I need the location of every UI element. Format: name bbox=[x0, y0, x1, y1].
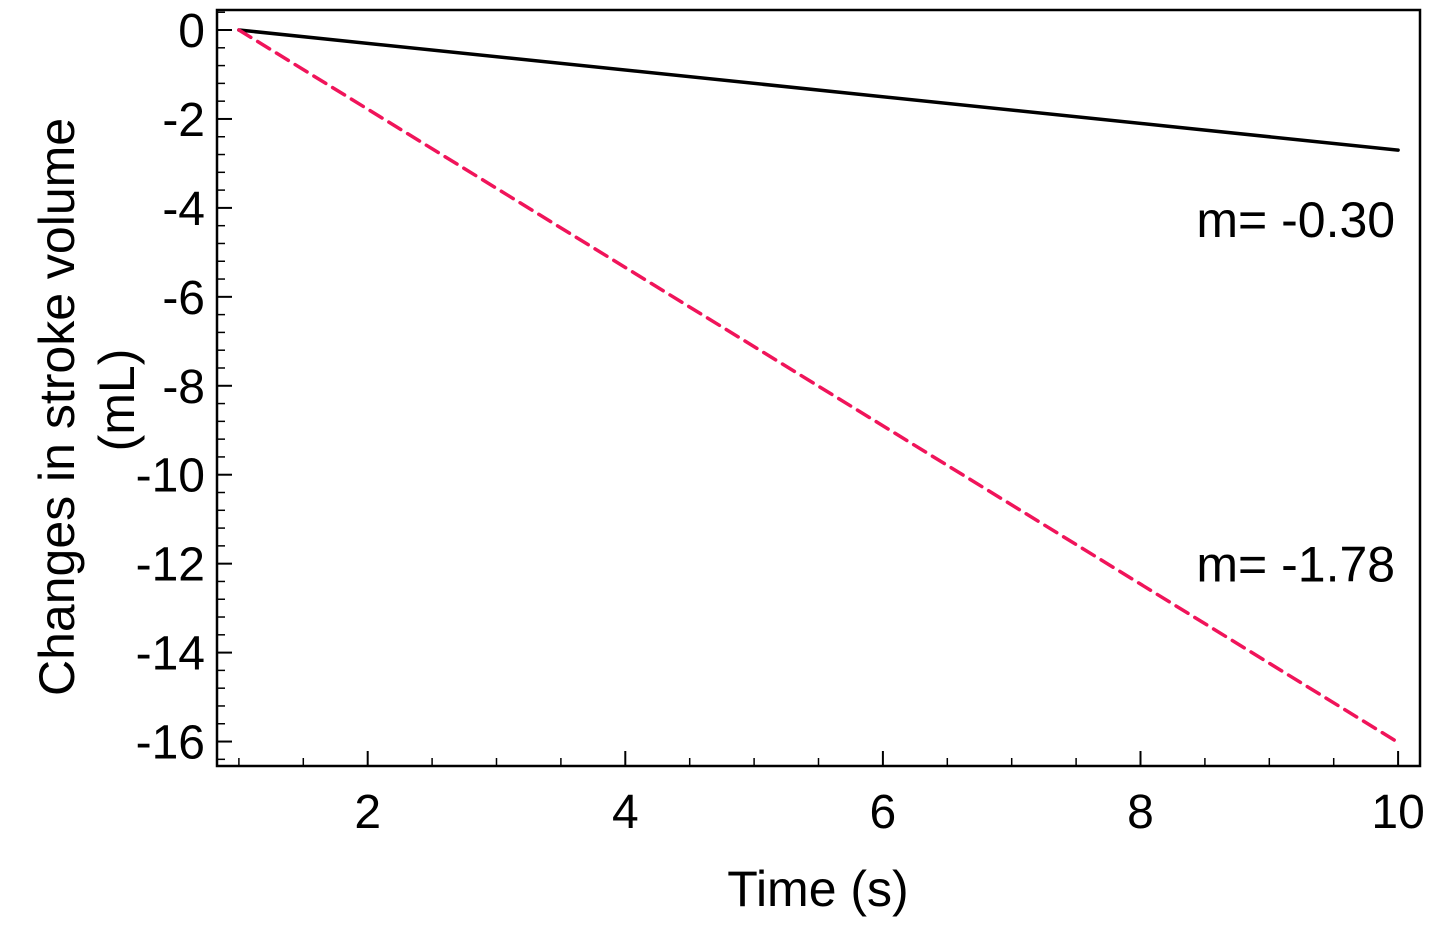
series-line-2 bbox=[237, 28, 1400, 745]
x-tick-label: 2 bbox=[354, 786, 381, 839]
x-axis-title: Time (s) bbox=[727, 861, 908, 917]
slope-annotation-2: m= -1.78 bbox=[1196, 537, 1395, 593]
y-tick-label: -4 bbox=[162, 183, 205, 236]
x-tick-label: 10 bbox=[1371, 786, 1424, 839]
y-axis-title-line-2: (mL) bbox=[89, 349, 145, 452]
slope-annotations: m= -0.30 m= -1.78 bbox=[1196, 192, 1395, 593]
y-tick-label: 0 bbox=[178, 5, 205, 58]
slope-annotation-1: m= -0.30 bbox=[1196, 192, 1395, 248]
y-tick-label: -12 bbox=[136, 539, 205, 592]
y-axis-title-line-1: Changes in stroke volume bbox=[29, 118, 85, 696]
y-axis-title: Changes in stroke volume (mL) bbox=[29, 104, 145, 696]
tick-labels: 2 4 6 8 10 0 -2 -4 -6 -8 -10 -12 -14 -16 bbox=[136, 5, 1425, 839]
y-tick-label: -8 bbox=[162, 361, 205, 414]
plot-frame bbox=[215, 8, 1422, 768]
x-tick-label: 8 bbox=[1127, 786, 1154, 839]
x-tick-label: 6 bbox=[870, 786, 897, 839]
y-tick-label: -16 bbox=[136, 717, 205, 770]
series-line-1 bbox=[237, 28, 1400, 152]
y-tick-label: -14 bbox=[136, 628, 205, 681]
series-lines bbox=[237, 28, 1400, 745]
y-tick-label: -10 bbox=[136, 450, 205, 503]
y-tick-label: -2 bbox=[162, 94, 205, 147]
y-tick-label: -6 bbox=[162, 272, 205, 325]
x-tick-label: 4 bbox=[612, 786, 639, 839]
axis-ticks bbox=[217, 11, 1400, 766]
